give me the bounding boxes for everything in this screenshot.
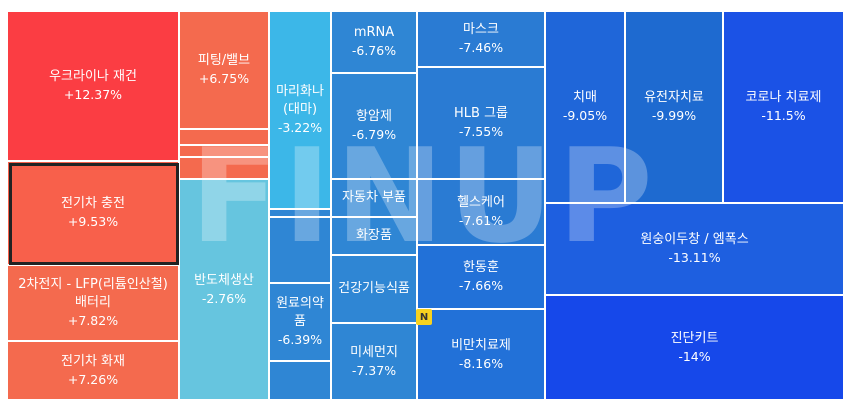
tile-name: 원료의약품 bbox=[276, 296, 324, 329]
tile-dementia[interactable]: 치매 -9.05% bbox=[546, 12, 626, 204]
tile-name: 반도체생산 bbox=[194, 272, 254, 288]
tile-gene-therapy[interactable]: 유전자치료 -9.99% bbox=[626, 12, 724, 204]
tile-change: -14% bbox=[678, 348, 711, 364]
tile-name: 전기차 충전 bbox=[61, 196, 125, 211]
tile-name: 건강기능식품 bbox=[338, 281, 410, 296]
tile-name: 유전자치료 bbox=[644, 90, 704, 105]
tile-fine-dust[interactable]: 미세먼지 -7.37% bbox=[332, 324, 418, 401]
tile-fitting-valve[interactable]: 피팅/밸브 +6.75% bbox=[180, 12, 270, 130]
tile-hlb-group[interactable]: HLB 그룹 -7.55% bbox=[418, 68, 546, 180]
tile-change: -7.61% bbox=[458, 213, 504, 228]
tile-name: 비만치료제 bbox=[451, 337, 511, 353]
tile-change: -11.5% bbox=[761, 108, 806, 123]
tile-change: -6.79% bbox=[351, 127, 397, 142]
tile-small-red-3[interactable] bbox=[180, 158, 270, 180]
news-badge-icon[interactable]: N bbox=[416, 309, 432, 325]
tile-name: 전기차 화재 bbox=[61, 353, 125, 369]
tile-mpox[interactable]: 원숭이두창 / 엠폭스 -13.11% bbox=[546, 204, 845, 296]
tile-marijuana[interactable]: 마리화나(대마) -3.22% bbox=[270, 12, 332, 210]
tile-ev-fire[interactable]: 전기차 화재 +7.26% bbox=[8, 342, 180, 401]
tile-small-red-2[interactable] bbox=[180, 146, 270, 158]
tile-mrna[interactable]: mRNA -6.76% bbox=[332, 12, 418, 74]
tile-api-pharma[interactable]: 원료의약품 -6.39% bbox=[270, 284, 332, 362]
tile-name: 2차전지 - LFP(리튬인산철) 배터리 bbox=[18, 277, 168, 310]
tile-change: -13.11% bbox=[668, 250, 721, 265]
tile-change: -9.05% bbox=[562, 108, 608, 123]
tile-mask[interactable]: 마스크 -7.46% bbox=[418, 12, 546, 68]
tile-han-donghoon[interactable]: 한동훈 -7.66% bbox=[418, 246, 546, 310]
tile-ukraine-reconstruction[interactable]: 우크라이나 재건 +12.37% bbox=[8, 12, 180, 162]
tile-name: 피팅/밸브 bbox=[197, 53, 251, 68]
tile-change: +12.37% bbox=[63, 87, 123, 102]
tile-name: 항암제 bbox=[356, 109, 392, 124]
tile-change: -7.37% bbox=[351, 362, 397, 378]
tile-name: 자동차 부품 bbox=[342, 190, 406, 205]
tile-change: -7.46% bbox=[458, 40, 504, 55]
tile-name: HLB 그룹 bbox=[454, 106, 508, 121]
tile-change: -6.76% bbox=[351, 43, 397, 58]
tile-change: +7.26% bbox=[67, 371, 119, 387]
tile-name: 코로나 치료제 bbox=[745, 90, 822, 105]
tile-change: +6.75% bbox=[198, 71, 250, 86]
tile-semiconductor-production[interactable]: 반도체생산 -2.76% bbox=[180, 180, 270, 401]
tile-small-blue-3[interactable] bbox=[270, 362, 332, 401]
tile-obesity-treatment[interactable]: 비만치료제 -8.16% bbox=[418, 310, 546, 401]
tile-name: 헬스케어 bbox=[457, 195, 505, 210]
tile-ev-charging[interactable]: 전기차 충전 +9.53% bbox=[8, 162, 180, 266]
tile-name: 원숭이두창 / 엠폭스 bbox=[640, 232, 749, 247]
tile-change: -7.55% bbox=[458, 124, 504, 139]
tile-name: 마리화나(대마) bbox=[276, 84, 324, 117]
tile-name: 화장품 bbox=[356, 228, 392, 243]
tile-health-supplements[interactable]: 건강기능식품 bbox=[332, 256, 418, 324]
tile-change: -6.39% bbox=[277, 332, 323, 347]
tile-name: 한동훈 bbox=[463, 260, 499, 275]
tile-small-blue-1[interactable] bbox=[270, 210, 332, 218]
tile-anticancer[interactable]: 항암제 -6.79% bbox=[332, 74, 418, 180]
tile-change: -2.76% bbox=[201, 290, 247, 306]
tile-name: 마스크 bbox=[463, 22, 499, 37]
tile-small-blue-2[interactable] bbox=[270, 218, 332, 284]
tile-name: 미세먼지 bbox=[350, 344, 398, 360]
tile-name: 진단키트 bbox=[670, 330, 719, 346]
tile-change: -8.16% bbox=[458, 355, 504, 371]
tile-covid-treatment[interactable]: 코로나 치료제 -11.5% bbox=[724, 12, 845, 204]
tile-change: -7.66% bbox=[458, 278, 504, 293]
tile-change: +9.53% bbox=[67, 214, 119, 229]
tile-change: -9.99% bbox=[651, 108, 697, 123]
tile-auto-parts[interactable]: 자동차 부품 bbox=[332, 180, 418, 218]
tile-name: 우크라이나 재건 bbox=[49, 69, 137, 84]
tile-name: mRNA bbox=[353, 25, 395, 40]
tile-change: +7.82% bbox=[67, 313, 119, 328]
tile-change: -3.22% bbox=[277, 120, 323, 135]
tile-small-red-1[interactable] bbox=[180, 130, 270, 146]
tile-lfp-battery[interactable]: 2차전지 - LFP(리튬인산철) 배터리 +7.82% bbox=[8, 266, 180, 342]
tile-healthcare[interactable]: 헬스케어 -7.61% bbox=[418, 180, 546, 246]
tile-diagnostic-kit[interactable]: 진단키트 -14% bbox=[546, 296, 845, 401]
tile-name: 치매 bbox=[573, 90, 597, 105]
tile-cosmetics[interactable]: 화장품 bbox=[332, 218, 418, 256]
